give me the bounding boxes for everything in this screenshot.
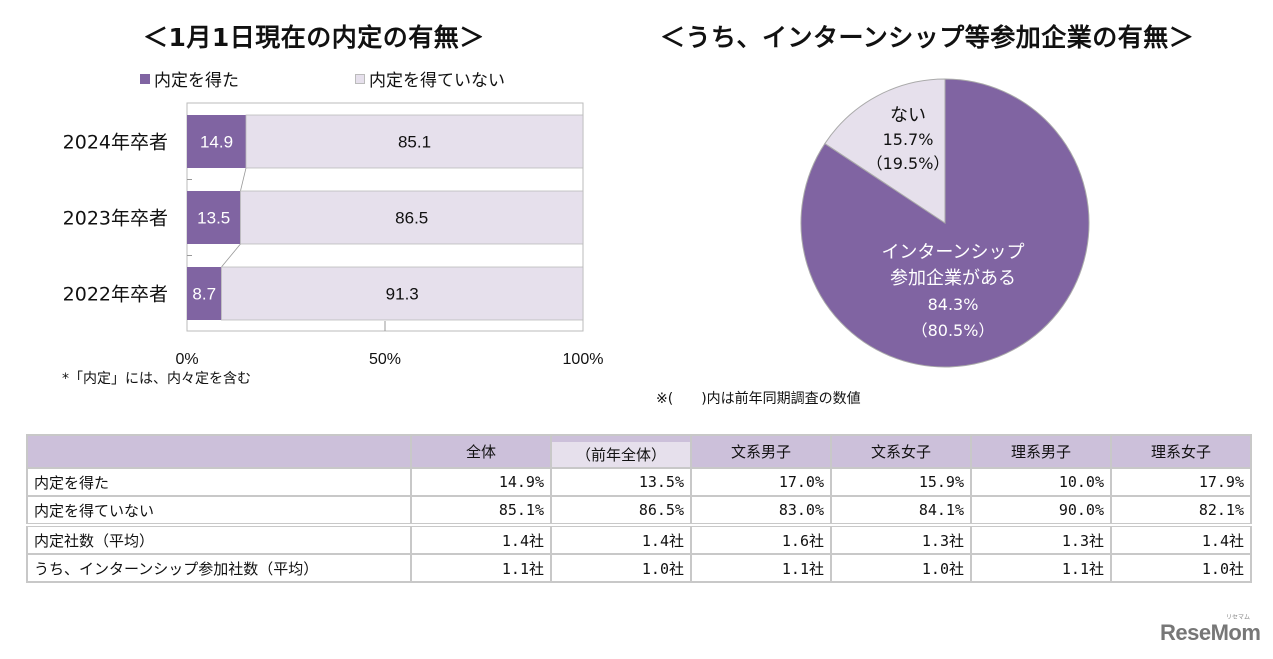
category-label: 2024年卒者 [63, 132, 168, 154]
table-cell: 15.9% [830, 467, 972, 497]
data-label-not-received: 86.5 [395, 209, 428, 228]
table-cell: 17.9% [1110, 467, 1252, 497]
series-line [221, 243, 241, 268]
table-cell: 1.1社 [970, 553, 1112, 583]
data-label-not-received: 91.3 [386, 285, 419, 304]
bar-not-received [245, 114, 584, 169]
table-cell: 1.0社 [830, 553, 972, 583]
right-chart-note: ※( )内は前年同期調査の数値 [656, 391, 861, 407]
table-header-col: 文系男子 [690, 434, 832, 469]
bar-not-received [240, 190, 584, 245]
x-tick-label: 0% [175, 351, 198, 368]
bar-received [187, 115, 247, 168]
left-chart-note: *「内定」には、内々定を含む [62, 371, 251, 387]
table-header-col: （前年全体） [550, 434, 692, 469]
series-line [240, 167, 247, 192]
table-cell: 1.4社 [550, 524, 692, 555]
table-cell: 1.0社 [1110, 553, 1252, 583]
table-cell: 1.6社 [690, 524, 832, 555]
logo-ruby: リセマム [1226, 614, 1251, 621]
table-cell: 1.4社 [1110, 524, 1252, 555]
pie-label-yes-name1: インターンシップ [881, 242, 1025, 263]
table-cell: 90.0% [970, 495, 1112, 526]
table-cell: 1.3社 [970, 524, 1112, 555]
pie-label-yes-name2: 参加企業がある [890, 268, 1016, 289]
stacked-bar-chart: 14.9 85.1 2024年卒者 13.5 86.5 2023年卒者 8.7 91.3 202… [63, 102, 604, 368]
category-label: 2023年卒者 [63, 208, 168, 230]
right-chart-title: ＜うち、インターンシップ等参加企業の有無＞ [660, 23, 1195, 52]
table-cell: 1.4社 [410, 524, 552, 555]
pie-label-yes: インターンシップ 参加企業がある 84.3% （80.5%） [858, 240, 1048, 344]
results-table: 全体 （前年全体） 文系男子 文系女子 理系男子 理系女子 内定を得た 14.9%… [26, 434, 1252, 583]
category-label: 2022年卒者 [63, 284, 168, 306]
pie-label-yes-prev: （80.5%） [911, 321, 995, 340]
table-row-label: 内定社数（平均） [26, 524, 412, 555]
table-cell: 1.1社 [410, 553, 552, 583]
table-cell: 14.9% [410, 467, 552, 497]
table-row: うち、インターンシップ参加社数（平均） 1.1社 1.0社 1.1社 1.0社 1.1社 1… [26, 553, 1252, 583]
table-cell: 1.1社 [690, 553, 832, 583]
data-label-received: 14.9 [200, 133, 233, 152]
table-row: 内定社数（平均） 1.4社 1.4社 1.6社 1.3社 1.3社 1.4社 [26, 524, 1252, 555]
table-row-label: 内定を得ていない [26, 495, 412, 526]
pie-label-no-value: 15.7% [882, 130, 934, 149]
data-label-received: 8.7 [192, 285, 216, 304]
table-row: 内定を得ていない 85.1% 86.5% 83.0% 84.1% 90.0% 82.1% [26, 495, 1252, 526]
table-header-blank [26, 434, 412, 469]
table-cell: 84.1% [830, 495, 972, 526]
table-header-prev-year: （前年全体） [552, 442, 690, 467]
table-header-row: 全体 （前年全体） 文系男子 文系女子 理系男子 理系女子 [26, 434, 1252, 469]
x-tick-label: 100% [563, 351, 604, 368]
logo-text: ReseMom [1160, 620, 1261, 645]
bar-received [187, 267, 222, 320]
table-row: 内定を得た 14.9% 13.5% 17.0% 15.9% 10.0% 17.9% [26, 467, 1252, 497]
pie-chart [800, 78, 1090, 368]
legend-item-received: 内定を得た [140, 66, 239, 91]
table-row-label: うち、インターンシップ参加社数（平均） [26, 553, 412, 583]
table-cell: 83.0% [690, 495, 832, 526]
legend-label-received: 内定を得た [154, 71, 239, 91]
data-label-received: 13.5 [197, 209, 230, 228]
bar-not-received [221, 266, 584, 321]
table-cell: 1.0社 [550, 553, 692, 583]
table-cell: 86.5% [550, 495, 692, 526]
table-cell: 1.3社 [830, 524, 972, 555]
table-header-col: 理系女子 [1110, 434, 1252, 469]
table-cell: 85.1% [410, 495, 552, 526]
table-header-col: 全体 [410, 434, 552, 469]
bar-received [187, 191, 241, 244]
pie-label-no-prev: （19.5%） [866, 154, 950, 173]
x-tick-label: 50% [369, 351, 401, 368]
data-label-not-received: 85.1 [398, 133, 431, 152]
resemom-logo: リセマム ReseMom [1160, 614, 1261, 646]
pie-label-no-name: ない [890, 105, 926, 126]
table-cell: 13.5% [550, 467, 692, 497]
pie-label-no: ない 15.7% （19.5%） [848, 104, 968, 176]
legend-swatch-received [140, 73, 150, 84]
legend-label-not-received: 内定を得ていない [369, 71, 505, 91]
table-cell: 82.1% [1110, 495, 1252, 526]
table-header-col: 文系女子 [830, 434, 972, 469]
legend-swatch-not-received [355, 73, 365, 84]
legend-item-not-received: 内定を得ていない [355, 66, 505, 91]
left-chart-title: ＜1月1日現在の内定の有無＞ [143, 23, 485, 52]
table-cell: 17.0% [690, 467, 832, 497]
table-cell: 10.0% [970, 467, 1112, 497]
table-row-label: 内定を得た [26, 467, 412, 497]
pie-slice-no [824, 78, 946, 224]
table-header-col: 理系男子 [970, 434, 1112, 469]
pie-label-yes-value: 84.3% [927, 295, 979, 314]
